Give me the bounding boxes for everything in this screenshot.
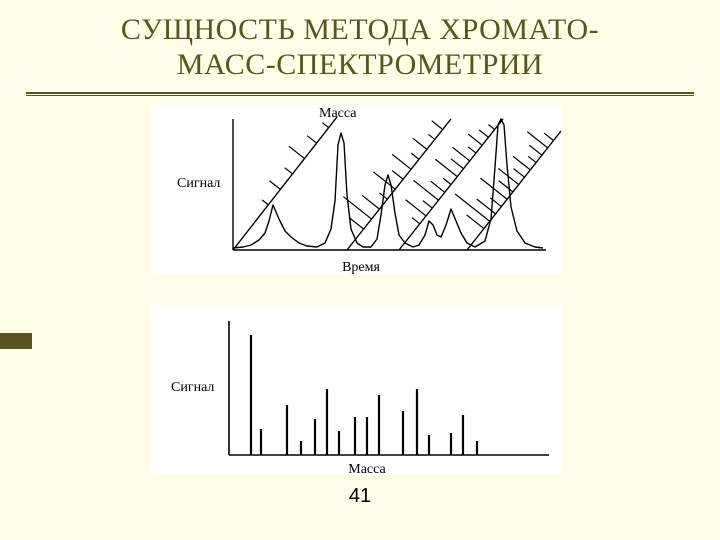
chromatogram-svg: Сигнал Время Масса	[151, 105, 561, 275]
svg-text:Сигнал: Сигнал	[171, 380, 214, 395]
svg-text:Время: Время	[342, 260, 380, 275]
page-number: 41	[0, 485, 720, 508]
svg-text:Сигнал: Сигнал	[177, 176, 220, 191]
mass-spectrum-svg: Сигнал Масса	[151, 305, 561, 475]
svg-text:Масса: Масса	[319, 106, 357, 121]
title-underline	[26, 92, 694, 96]
svg-text:Масса: Масса	[348, 462, 386, 475]
bottom-chart-panel: Сигнал Масса	[151, 305, 561, 475]
top-chart-panel: Сигнал Время Масса	[151, 105, 561, 275]
title-line-1: СУЩНОСТЬ МЕТОДА ХРОМАТО-	[121, 13, 599, 46]
accent-marker	[0, 333, 32, 349]
title-line-2: МАСС-СПЕКТРОМЕТРИИ	[177, 48, 543, 81]
slide-title: СУЩНОСТЬ МЕТОДА ХРОМАТО- МАСС-СПЕКТРОМЕТ…	[0, 0, 720, 83]
